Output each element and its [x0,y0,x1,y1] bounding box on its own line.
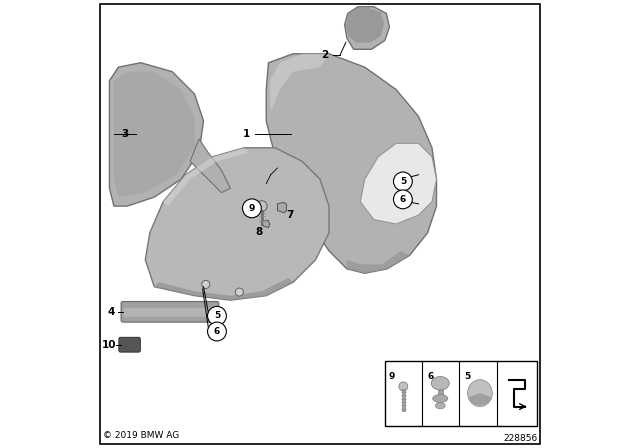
FancyBboxPatch shape [121,302,219,322]
Ellipse shape [431,376,449,390]
Text: © 2019 BMW AG: © 2019 BMW AG [103,431,179,440]
Text: 3: 3 [122,129,129,139]
Text: 6: 6 [400,195,406,204]
Bar [385,361,538,426]
Polygon shape [346,8,384,43]
Polygon shape [154,278,293,300]
Bar [438,383,442,398]
Text: 6: 6 [428,371,433,381]
Text: 10: 10 [102,340,116,350]
Ellipse shape [433,395,448,403]
Polygon shape [109,63,204,206]
Polygon shape [347,251,410,273]
Polygon shape [163,148,248,206]
Polygon shape [345,7,389,49]
Circle shape [207,306,227,325]
Text: 9: 9 [249,204,255,213]
Circle shape [394,172,412,191]
Text: 228856: 228856 [503,434,538,443]
Polygon shape [360,143,436,224]
Text: 5: 5 [214,311,220,320]
Polygon shape [270,54,329,112]
Polygon shape [266,54,436,273]
Circle shape [257,201,267,211]
Bar [401,386,405,411]
Circle shape [243,199,261,218]
Ellipse shape [435,402,445,409]
Polygon shape [190,139,230,193]
Circle shape [236,288,243,296]
Polygon shape [145,148,329,300]
Text: 1: 1 [243,129,250,139]
FancyBboxPatch shape [119,337,140,352]
Polygon shape [278,202,287,213]
Circle shape [394,190,412,209]
Text: 5: 5 [465,371,471,381]
Text: 4: 4 [108,307,115,317]
Text: 2: 2 [321,50,328,60]
Text: 5: 5 [400,177,406,186]
Polygon shape [114,72,195,197]
Wedge shape [468,393,492,405]
Text: 7: 7 [286,210,293,220]
Text: 9: 9 [389,371,396,381]
Circle shape [399,382,408,391]
Text: 6: 6 [214,327,220,336]
Circle shape [207,322,227,341]
FancyBboxPatch shape [124,308,215,317]
Circle shape [202,280,210,289]
Polygon shape [262,220,270,228]
Text: 8: 8 [255,227,262,237]
Ellipse shape [468,380,492,407]
